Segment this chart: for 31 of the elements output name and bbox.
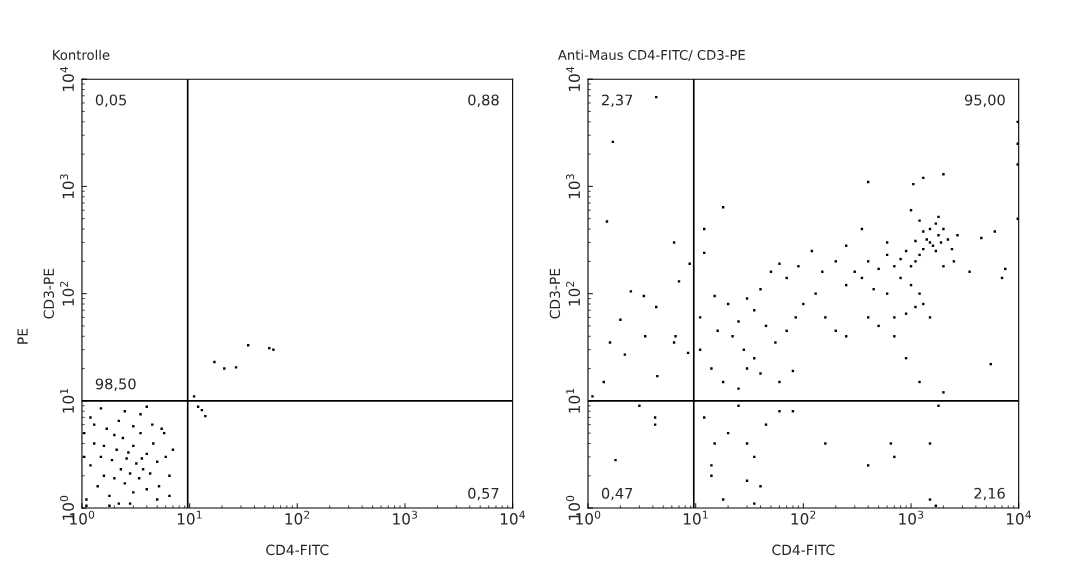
y-tick-label: 10$^{3}$ [60, 174, 75, 199]
annotation: 95,00 [964, 94, 1005, 107]
y-tick-label: 10$^{4}$ [60, 66, 75, 91]
annotation: 0,47 [601, 487, 633, 501]
y-tick-label: 10$^{4}$ [566, 66, 581, 91]
text: PE [17, 328, 28, 344]
annotation: 2,16 [974, 487, 1005, 501]
x-tick-label: 10$^{1}$ [177, 510, 202, 525]
x-tick-label: 10$^{3}$ [393, 510, 418, 525]
x-axis-title: CD4-FITC [772, 544, 835, 556]
annotation: 0,57 [468, 487, 499, 501]
annotation: 98,50 [95, 378, 136, 391]
chart-title: Anti-Maus CD4-FITC/ CD3-PE [557, 49, 745, 61]
y-tick-label: 10$^{1}$ [60, 388, 75, 413]
x-tick-label: 10$^{3}$ [899, 510, 924, 525]
x-tick-label: 10$^{4}$ [1006, 510, 1032, 525]
y-tick-label: 10$^{2}$ [60, 281, 75, 306]
x-tick-label: 10$^{4}$ [500, 510, 525, 525]
y-axis-title: CD3-PE [549, 268, 561, 319]
y-tick-label: 10$^{3}$ [566, 174, 581, 199]
x-tick-label: 10$^{2}$ [285, 510, 310, 525]
chart-title: Kontrolle [53, 49, 110, 60]
x-tick-label: 10$^{1}$ [683, 510, 708, 525]
annotation: 0,05 [95, 94, 127, 107]
y-axis-title: CD3-PE [43, 268, 55, 319]
x-tick-label: 10$^{2}$ [791, 510, 816, 525]
y-tick-label: 10$^{1}$ [566, 388, 581, 413]
annotation: 2,37 [602, 94, 633, 107]
x-axis-title: CD4-FITC [266, 544, 329, 556]
annotation: 0,88 [468, 94, 499, 107]
y-tick-label: 10$^{2}$ [566, 281, 581, 306]
